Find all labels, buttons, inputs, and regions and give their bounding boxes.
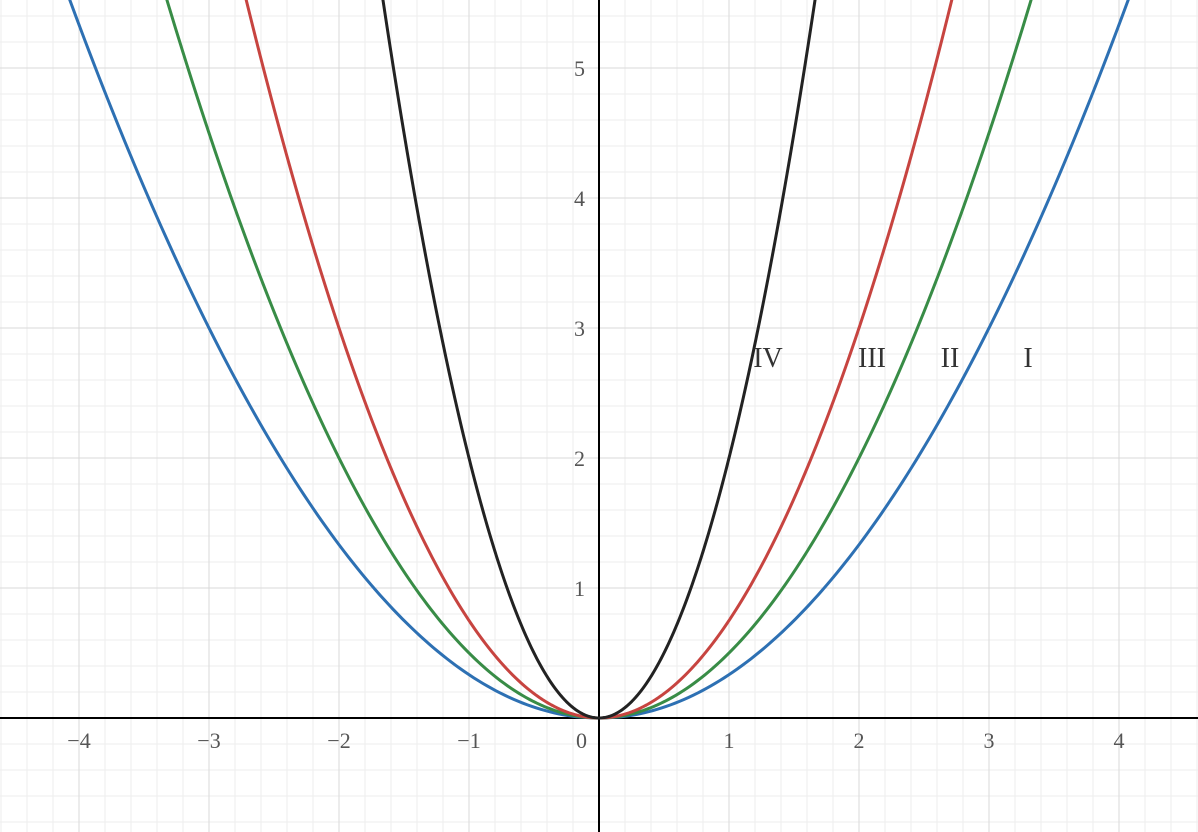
y-tick-label: 2 — [574, 446, 585, 471]
x-tick-label: 2 — [854, 728, 865, 753]
y-tick-label: 1 — [574, 576, 585, 601]
y-tick-label: 5 — [574, 56, 585, 81]
x-tick-label: 4 — [1114, 728, 1125, 753]
curve-label-IV: IV — [753, 343, 783, 374]
x-tick-label: −1 — [457, 728, 480, 753]
y-tick-label: 4 — [574, 186, 585, 211]
parabola-chart: −4−3−2−10123412345IIIIIIIV — [0, 0, 1198, 832]
curve-label-I: I — [1023, 343, 1032, 374]
y-tick-label: 3 — [574, 316, 585, 341]
x-tick-label: −3 — [197, 728, 220, 753]
curve-label-II: II — [941, 343, 960, 374]
x-tick-label: −4 — [67, 728, 90, 753]
x-tick-label: −2 — [327, 728, 350, 753]
curve-label-III: III — [858, 343, 886, 374]
x-tick-label: 0 — [576, 728, 587, 753]
x-tick-label: 3 — [984, 728, 995, 753]
x-tick-label: 1 — [724, 728, 735, 753]
